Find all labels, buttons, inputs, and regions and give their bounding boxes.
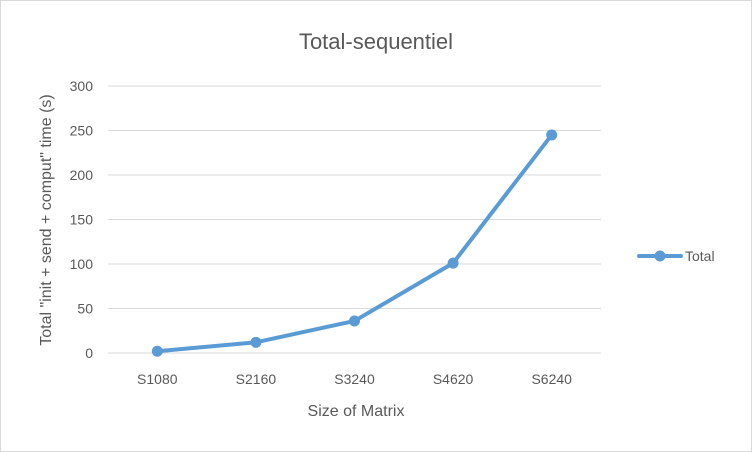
data-point: [250, 336, 262, 348]
x-axis-title: Size of Matrix: [308, 403, 405, 420]
tick-labels: 0 50 100 150 200 250 300 S1080 S2160 S3240 S4620 S6…: [70, 78, 573, 387]
y-axis-title: Total "init + send + comput" time (s): [38, 94, 55, 345]
legend-marker: [654, 250, 666, 262]
y-tick-label: 250: [70, 123, 94, 139]
y-tick-label: 300: [70, 78, 94, 94]
data-point: [349, 315, 360, 327]
legend-label-total: Total: [685, 248, 715, 264]
y-tick-label: 150: [70, 212, 94, 228]
data-point: [151, 345, 163, 357]
x-tick-label: S4620: [433, 371, 474, 387]
chart-title: Total-sequentiel: [299, 29, 453, 54]
gridlines: [108, 85, 601, 309]
data-point: [447, 257, 459, 269]
series-layer: [151, 129, 558, 357]
y-tick-label: 0: [85, 345, 93, 361]
y-tick-label: 200: [70, 167, 94, 183]
x-tick-label: S1080: [137, 371, 178, 387]
data-point: [546, 129, 558, 141]
y-tick-label: 50: [77, 301, 93, 317]
y-tick-label: 100: [70, 256, 94, 272]
x-tick-label: S2160: [236, 371, 277, 387]
legend: Total: [637, 248, 715, 264]
x-tick-label: S6240: [531, 371, 572, 387]
x-tick-label: S3240: [334, 371, 375, 387]
